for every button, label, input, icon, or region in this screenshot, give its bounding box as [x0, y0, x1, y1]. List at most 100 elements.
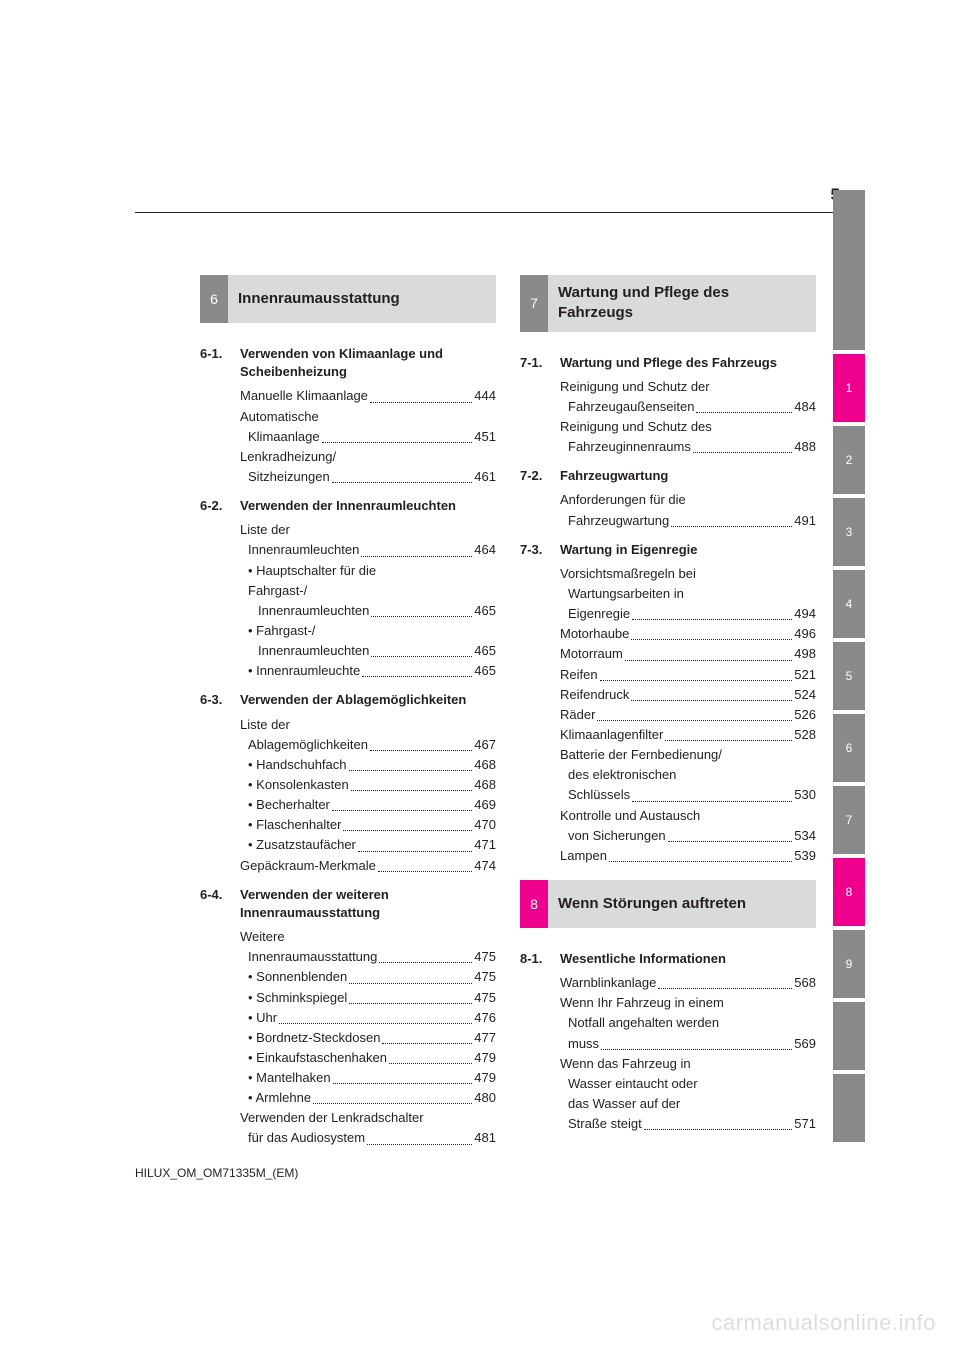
toc-entry[interactable]: • Schminkspiegel475 — [200, 988, 496, 1008]
toc-entry[interactable]: Eigenregie494 — [520, 604, 816, 624]
section-number: 6 — [200, 275, 228, 323]
toc-line: des elektronischen — [520, 765, 816, 785]
side-tab-3[interactable]: 3 — [833, 498, 865, 566]
side-tab-blank[interactable] — [833, 190, 865, 350]
side-tab-8[interactable]: 8 — [833, 858, 865, 926]
toc-entry[interactable]: Klimaanlagenfilter528 — [520, 725, 816, 745]
toc-entry[interactable]: • Zusatzstaufächer471 — [200, 835, 496, 855]
toc-entry[interactable]: Schlüssels530 — [520, 785, 816, 805]
side-tab-4[interactable]: 4 — [833, 570, 865, 638]
side-tab-2[interactable]: 2 — [833, 426, 865, 494]
toc-entry[interactable]: • Einkaufstaschenhaken479 — [200, 1048, 496, 1068]
toc-page: 491 — [794, 511, 816, 531]
toc-dots — [644, 1129, 793, 1130]
side-tab-7[interactable]: 7 — [833, 786, 865, 854]
toc-line: • Hauptschalter für die — [200, 561, 496, 581]
toc-dots — [658, 988, 792, 989]
toc-entry[interactable]: • Konsolenkasten468 — [200, 775, 496, 795]
toc-entry[interactable]: Innenraumleuchten465 — [200, 641, 496, 661]
subsection-header: 6-3.Verwenden der Ablagemöglichkeiten — [200, 691, 496, 709]
toc-label: • Handschuhfach — [248, 755, 347, 775]
subsection-header: 7-2.Fahrzeugwartung — [520, 467, 816, 485]
toc-entry[interactable]: Innenraumausstattung475 — [200, 947, 496, 967]
toc-label: Motorhaube — [560, 624, 629, 644]
subsection-header: 7-1.Wartung und Pflege des Fahrzeugs — [520, 354, 816, 372]
toc-entry[interactable]: • Bordnetz-Steckdosen 477 — [200, 1028, 496, 1048]
toc-entry[interactable]: Motorhaube496 — [520, 624, 816, 644]
subsection: 6-4.Verwenden der weiteren Innenraumauss… — [200, 886, 496, 1149]
toc-entry[interactable]: von Sicherungen534 — [520, 826, 816, 846]
side-tab-blank[interactable] — [833, 1074, 865, 1142]
toc-entry[interactable]: • Innenraumleuchte465 — [200, 661, 496, 681]
toc-entry[interactable]: Sitzheizungen461 — [200, 467, 496, 487]
toc-entry[interactable]: • Armlehne480 — [200, 1088, 496, 1108]
toc-entry[interactable]: Gepäckraum-Merkmale474 — [200, 856, 496, 876]
subsection-title: Fahrzeugwartung — [560, 467, 816, 485]
toc-entry[interactable]: • Flaschenhalter470 — [200, 815, 496, 835]
toc-entry[interactable]: Fahrzeugaußenseiten484 — [520, 397, 816, 417]
toc-label: Innenraumleuchten — [258, 601, 369, 621]
subsection: 8-1.Wesentliche InformationenWarnblinkan… — [520, 950, 816, 1134]
toc-dots — [668, 841, 793, 842]
toc-dots — [351, 790, 473, 791]
toc-entry[interactable]: für das Audiosystem481 — [200, 1128, 496, 1148]
right-column: 7Wartung und Pflege des Fahrzeugs7-1.War… — [520, 275, 816, 1159]
toc-entry[interactable]: • Mantelhaken479 — [200, 1068, 496, 1088]
toc-entry[interactable]: Räder526 — [520, 705, 816, 725]
side-tab-9[interactable]: 9 — [833, 930, 865, 998]
toc-dots — [313, 1103, 472, 1104]
toc-entry[interactable]: • Sonnenblenden475 — [200, 967, 496, 987]
toc-dots — [349, 1003, 472, 1004]
toc-label: Innenraumleuchten — [248, 540, 359, 560]
subsection-title: Verwenden von Klimaanlage und Scheibenhe… — [240, 345, 496, 381]
toc-page: 468 — [474, 755, 496, 775]
toc-entry[interactable]: Ablagemöglichkeiten467 — [200, 735, 496, 755]
toc-label: Gepäckraum-Merkmale — [240, 856, 376, 876]
toc-dots — [378, 871, 472, 872]
toc-entry[interactable]: • Becherhalter469 — [200, 795, 496, 815]
toc-entry[interactable]: Innenraumleuchten464 — [200, 540, 496, 560]
toc-entry[interactable]: muss569 — [520, 1034, 816, 1054]
toc-entry[interactable]: Innenraumleuchten465 — [200, 601, 496, 621]
toc-page: 568 — [794, 973, 816, 993]
toc-line: Liste der — [200, 715, 496, 735]
toc-entry[interactable]: Warnblinkanlage568 — [520, 973, 816, 993]
section-title: Innenraumausstattung — [228, 275, 496, 323]
toc-entry[interactable]: Reifendruck524 — [520, 685, 816, 705]
toc-entry[interactable]: Klimaanlage 451 — [200, 427, 496, 447]
toc-entry[interactable]: Fahrzeuginnenraums488 — [520, 437, 816, 457]
toc-label: • Bordnetz-Steckdosen — [248, 1028, 380, 1048]
toc-page: 479 — [474, 1068, 496, 1088]
toc-line: Anforderungen für die — [520, 490, 816, 510]
toc-dots — [333, 1083, 473, 1084]
toc-entry[interactable]: Fahrzeugwartung491 — [520, 511, 816, 531]
toc-line: Wenn das Fahrzeug in — [520, 1054, 816, 1074]
toc-entry[interactable]: Straße steigt571 — [520, 1114, 816, 1134]
toc-dots — [693, 452, 792, 453]
side-tab-5[interactable]: 5 — [833, 642, 865, 710]
subsection-number: 6-3. — [200, 691, 240, 709]
toc-label: • Armlehne — [248, 1088, 311, 1108]
subsection-number: 7-2. — [520, 467, 560, 485]
toc-page: 477 — [474, 1028, 496, 1048]
side-tab-1[interactable]: 1 — [833, 354, 865, 422]
subsection-title: Verwenden der Ablagemöglichkeiten — [240, 691, 496, 709]
toc-line: Verwenden der Lenkradschalter — [200, 1108, 496, 1128]
toc-entry[interactable]: Motorraum498 — [520, 644, 816, 664]
toc-dots — [631, 700, 792, 701]
toc-entry[interactable]: • Uhr476 — [200, 1008, 496, 1028]
side-tab-6[interactable]: 6 — [833, 714, 865, 782]
subsection: 6-2.Verwenden der InnenraumleuchtenListe… — [200, 497, 496, 681]
toc-entry[interactable]: Reifen521 — [520, 665, 816, 685]
side-tab-blank[interactable] — [833, 1002, 865, 1070]
toc-page: 451 — [474, 427, 496, 447]
toc-label: Klimaanlage — [248, 427, 320, 447]
toc-entry[interactable]: Manuelle Klimaanlage444 — [200, 386, 496, 406]
toc-page: 468 — [474, 775, 496, 795]
toc-entry[interactable]: Lampen539 — [520, 846, 816, 866]
toc-page: 494 — [794, 604, 816, 624]
toc-label: • Uhr — [248, 1008, 277, 1028]
toc-dots — [696, 412, 792, 413]
toc-dots — [349, 983, 472, 984]
toc-entry[interactable]: • Handschuhfach 468 — [200, 755, 496, 775]
